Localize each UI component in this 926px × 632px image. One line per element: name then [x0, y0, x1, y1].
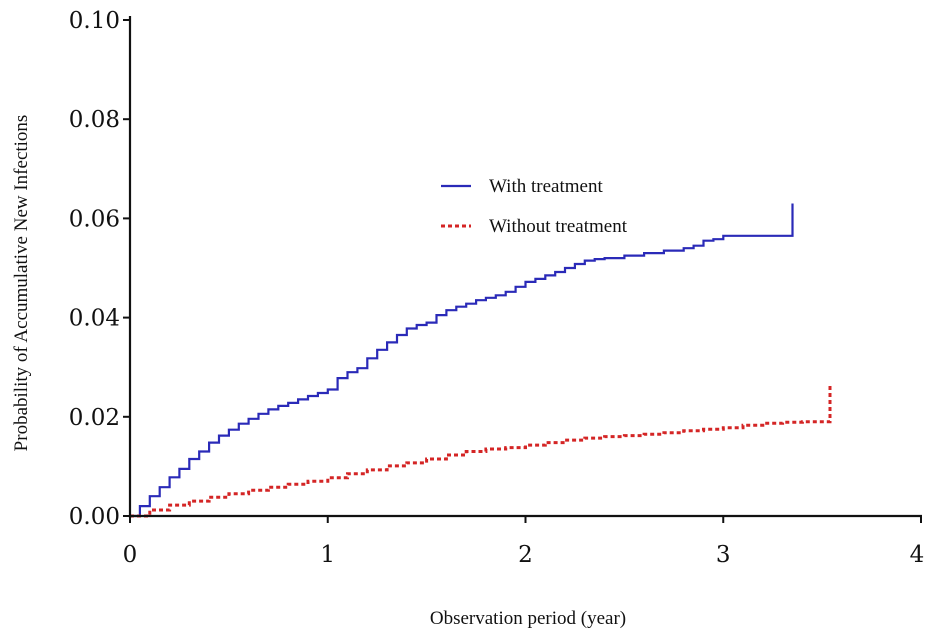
- y-axis-label: Probability of Accumulative New Infectio…: [11, 115, 32, 452]
- legend-label-with-treatment: With treatment: [489, 176, 603, 197]
- y-tick-label: 0.10: [69, 8, 120, 34]
- y-tick-label: 0.00: [69, 504, 120, 530]
- y-tick-label: 0.06: [69, 206, 120, 232]
- x-tick-label: 1: [320, 542, 335, 568]
- y-tick-label: 0.04: [69, 306, 120, 332]
- legend: With treatment Without treatment: [441, 176, 628, 237]
- x-tick-label: 2: [518, 542, 533, 568]
- series-line-without-treatment: [130, 384, 832, 518]
- x-tick-label: 3: [716, 542, 731, 568]
- axes: 0.00 0.02 0.04 0.06 0.08 0.10 0 1 2 3 4: [69, 8, 925, 568]
- y-tick-label: 0.02: [69, 405, 120, 431]
- x-axis-label: Observation period (year): [430, 608, 626, 629]
- x-tick-label: 4: [910, 542, 925, 568]
- legend-label-without-treatment: Without treatment: [489, 216, 628, 237]
- y-tick-label: 0.08: [69, 107, 120, 133]
- plot-area: [130, 203, 832, 518]
- series-line-with-treatment: [130, 203, 794, 518]
- x-tick-label: 0: [123, 542, 138, 568]
